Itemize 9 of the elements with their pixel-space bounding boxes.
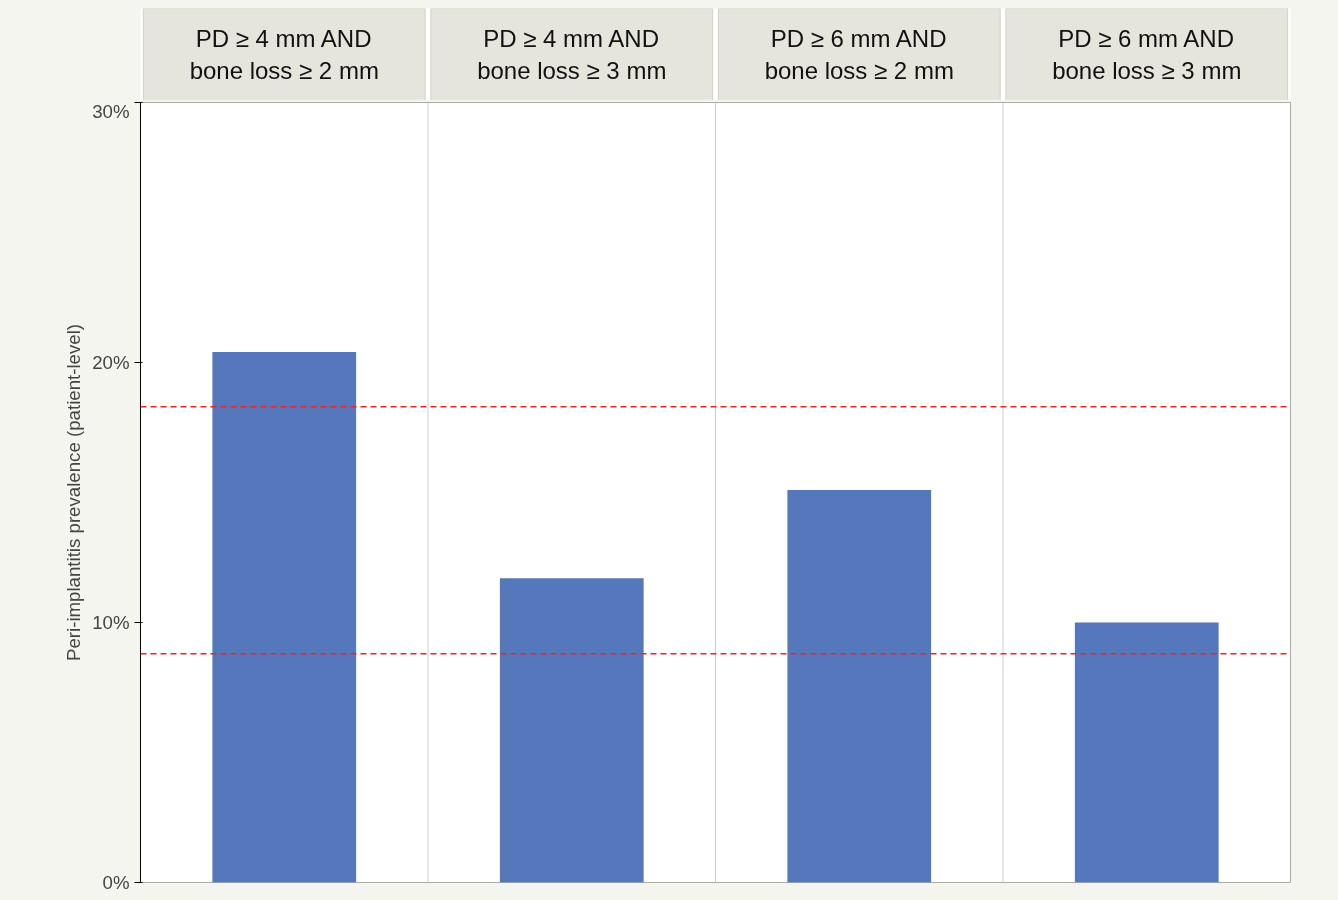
y-tick-label: 30% [92, 100, 130, 122]
x-tick-label: PD ≥ 6 mm AND bone loss ≥ 3 mm [1052, 24, 1242, 85]
y-axis-title: Peri-implantitis prevalence (patient-level) [63, 323, 85, 661]
x-tick-label: PD ≥ 4 mm AND bone loss ≥ 3 mm [477, 24, 667, 85]
y-tick-label: 10% [92, 612, 130, 633]
y-tick-label: 0% [102, 872, 130, 893]
x-tick-label: PD ≥ 6 mm AND bone loss ≥ 2 mm [764, 24, 954, 85]
y-tick-label: 20% [92, 352, 130, 373]
x-tick-label: PD ≥ 4 mm AND bone loss ≥ 2 mm [189, 24, 379, 85]
